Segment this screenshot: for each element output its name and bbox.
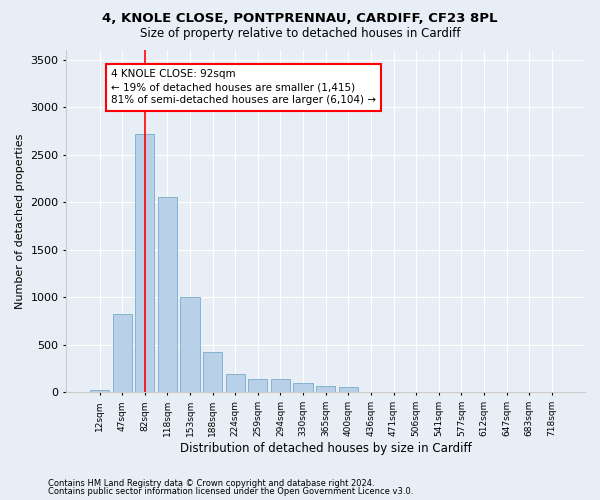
Bar <box>113 314 132 392</box>
Bar <box>271 378 290 392</box>
Bar <box>158 198 177 392</box>
Text: 4 KNOLE CLOSE: 92sqm
← 19% of detached houses are smaller (1,415)
81% of semi-de: 4 KNOLE CLOSE: 92sqm ← 19% of detached h… <box>111 69 376 106</box>
Text: Contains HM Land Registry data © Crown copyright and database right 2024.: Contains HM Land Registry data © Crown c… <box>48 478 374 488</box>
Text: 4, KNOLE CLOSE, PONTPRENNAU, CARDIFF, CF23 8PL: 4, KNOLE CLOSE, PONTPRENNAU, CARDIFF, CF… <box>102 12 498 26</box>
Bar <box>90 390 109 392</box>
X-axis label: Distribution of detached houses by size in Cardiff: Distribution of detached houses by size … <box>180 442 472 455</box>
Bar <box>226 374 245 392</box>
Bar <box>338 386 358 392</box>
Bar <box>181 298 200 392</box>
Text: Size of property relative to detached houses in Cardiff: Size of property relative to detached ho… <box>140 28 460 40</box>
Bar <box>248 379 268 392</box>
Bar <box>293 383 313 392</box>
Bar <box>316 386 335 392</box>
Bar <box>135 134 154 392</box>
Text: Contains public sector information licensed under the Open Government Licence v3: Contains public sector information licen… <box>48 487 413 496</box>
Bar <box>203 352 222 393</box>
Y-axis label: Number of detached properties: Number of detached properties <box>15 134 25 309</box>
